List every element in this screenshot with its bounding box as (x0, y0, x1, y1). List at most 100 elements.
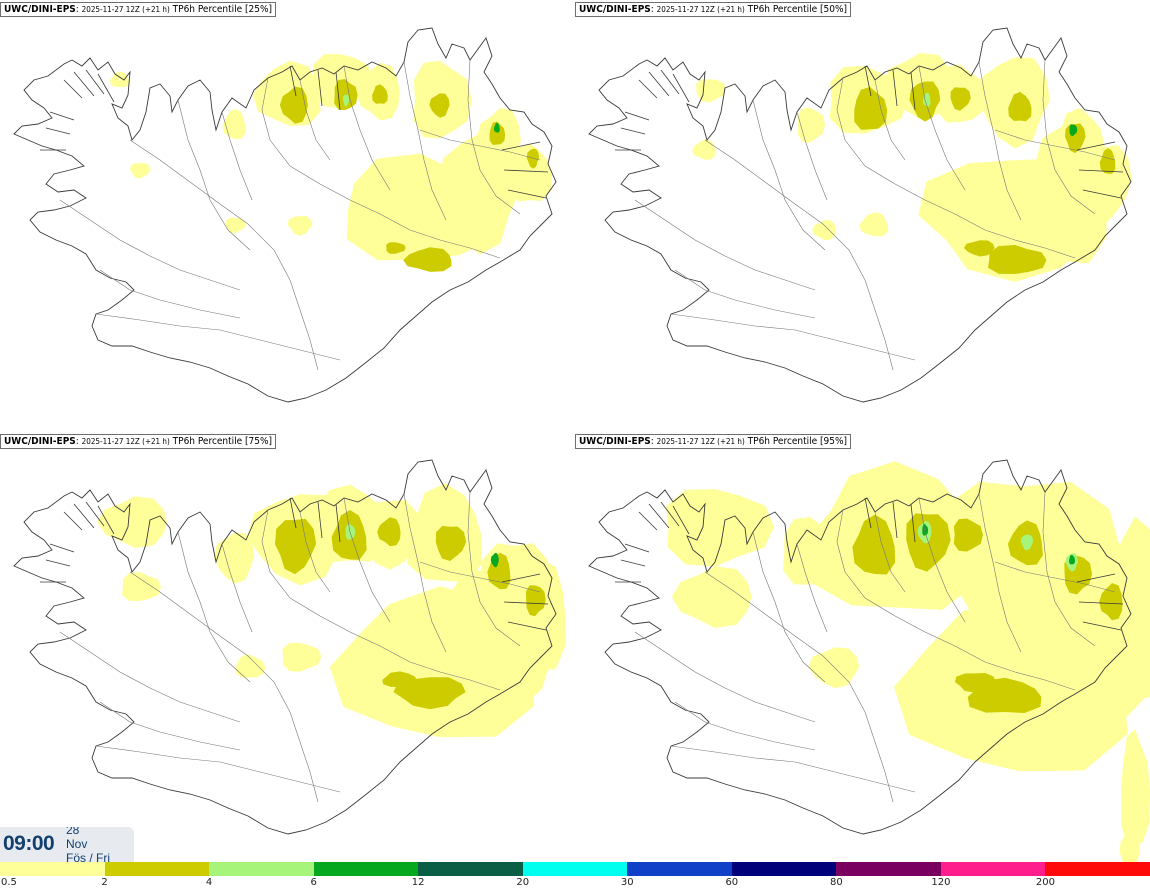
fjord (624, 111, 650, 121)
fjord (892, 501, 898, 539)
fjord (648, 71, 670, 97)
boundary-line (419, 561, 541, 593)
fjord (1076, 573, 1116, 583)
fjord (501, 573, 541, 583)
precip-area (109, 71, 130, 88)
valid-month: Nov (66, 837, 88, 851)
fjord (97, 73, 115, 103)
fjord (864, 65, 872, 97)
panel-title: UWC/DINI-EPS: 2025-11-27 12Z (+21 h) TP6… (575, 434, 852, 449)
boundary-line (403, 61, 447, 221)
colorbar-tick-label: 30 (620, 877, 634, 888)
precip-area (922, 92, 931, 107)
precip-field (665, 461, 1150, 862)
model-name: UWC/DINI-EPS (4, 4, 76, 15)
boundary-line (796, 111, 828, 201)
boundary-line (95, 313, 341, 361)
fjord (503, 169, 549, 173)
map-panel-p75: UWC/DINI-EPS: 2025-11-27 12Z (+21 h) TP6… (0, 432, 575, 862)
fjord (97, 505, 115, 535)
precip-area (1069, 124, 1078, 137)
boundary-line (467, 59, 521, 215)
run-time: 2025-11-27 12Z (+21 h) (81, 5, 170, 14)
precip-area (372, 84, 388, 104)
colorbar-tick-label: 60 (725, 877, 739, 888)
precip-field (692, 52, 1132, 282)
fjord (507, 621, 547, 631)
colorbar-tick-label: 120 (931, 877, 951, 888)
precip-area (783, 516, 842, 585)
colorbar-tick-label: 6 (310, 877, 317, 888)
precip-area (525, 585, 546, 617)
colorbar-swatch (731, 862, 838, 876)
fjord (672, 505, 690, 535)
precip-area (692, 139, 716, 160)
fjord (507, 189, 547, 199)
boundary-line (978, 493, 1022, 653)
precip-area (1099, 583, 1123, 621)
fjord (45, 559, 71, 567)
boundary-line (994, 561, 1116, 593)
precip-area (225, 217, 246, 234)
precip-area (508, 143, 552, 202)
precip-area (222, 108, 246, 140)
boundary-line (752, 99, 826, 251)
precip-field (109, 54, 552, 272)
fjord (289, 65, 297, 97)
fjord (1078, 601, 1124, 605)
precip-area (213, 532, 255, 584)
boundary-line (634, 199, 816, 291)
precip-area (797, 107, 825, 143)
precip-area (953, 518, 983, 552)
boundary-line (99, 269, 241, 319)
boundary-line (299, 511, 331, 593)
fjord (660, 69, 680, 95)
boundary-line (670, 313, 916, 361)
fjord (85, 69, 105, 95)
precip-area (526, 148, 540, 169)
field-name: TP6h Percentile [95%] (747, 436, 848, 447)
fjord (335, 71, 341, 111)
field-name: TP6h Percentile [25%] (172, 4, 273, 15)
boundary-line (918, 497, 966, 623)
boundary-line (978, 61, 1022, 221)
precip-area (403, 247, 452, 272)
boundary-line (403, 493, 447, 653)
fjord (63, 79, 83, 99)
fjord (648, 503, 670, 529)
fjord (620, 559, 646, 567)
boundary-line (343, 65, 391, 191)
fjord (85, 501, 105, 527)
iceland-precip-map (13, 27, 557, 403)
run-time: 2025-11-27 12Z (+21 h) (81, 437, 170, 446)
precip-area (343, 94, 350, 107)
boundary-line (674, 269, 816, 319)
valid-day: 28 (66, 827, 80, 837)
boundary-line (177, 99, 251, 251)
precip-area (1119, 833, 1141, 862)
fjord (49, 543, 75, 553)
coastline (588, 27, 1132, 403)
fjord (910, 503, 916, 543)
boundary-line (129, 571, 319, 803)
fjord (1082, 189, 1122, 199)
field-name: TP6h Percentile [75%] (172, 436, 273, 447)
fjord (1078, 169, 1124, 173)
model-name: UWC/DINI-EPS (579, 436, 651, 447)
panel-title: UWC/DINI-EPS: 2025-11-27 12Z (+21 h) TP6… (0, 2, 277, 17)
precip-area (808, 647, 860, 689)
precip-area (236, 654, 266, 678)
boundary-line (59, 631, 241, 723)
precip-area (1069, 554, 1075, 565)
run-time: 2025-11-27 12Z (+21 h) (656, 5, 745, 14)
precip-area (97, 496, 167, 548)
map-panel-p95: UWC/DINI-EPS: 2025-11-27 12Z (+21 h) TP6… (575, 432, 1150, 862)
colorbar-swatch (1045, 862, 1150, 876)
boundary-line (343, 497, 391, 623)
run-time: 2025-11-27 12Z (+21 h) (656, 437, 745, 446)
fjord (503, 601, 549, 605)
fjord (892, 69, 898, 107)
boundary-line (918, 65, 966, 191)
precip-area (377, 517, 401, 547)
precip-area (490, 552, 499, 568)
